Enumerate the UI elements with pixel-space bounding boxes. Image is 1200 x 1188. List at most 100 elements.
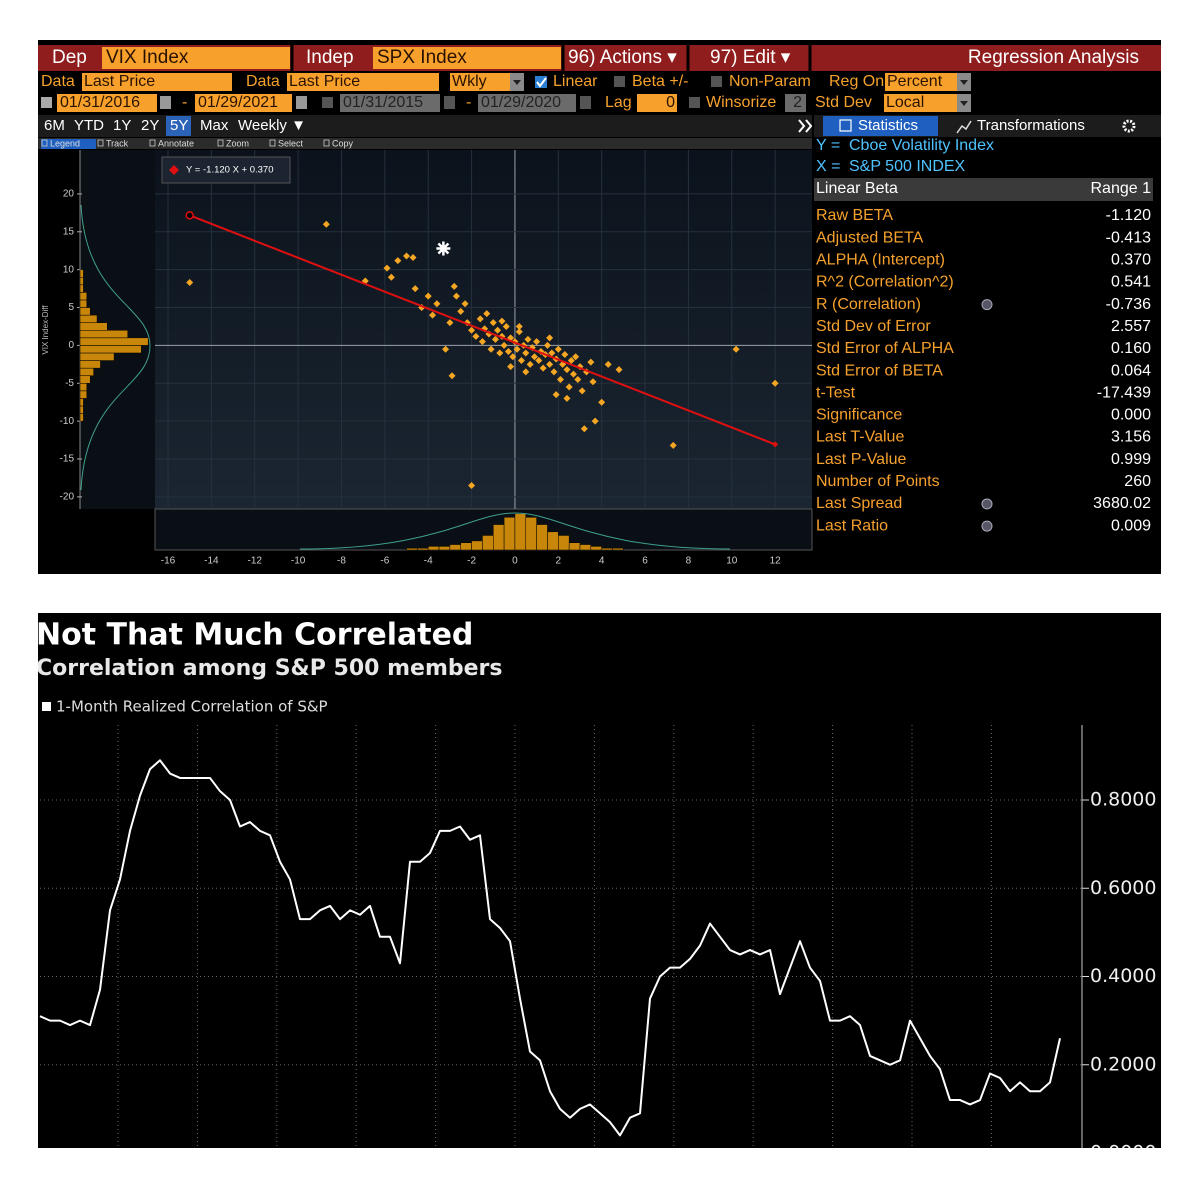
date-value: 01/29/2021 xyxy=(198,94,278,111)
checkbox[interactable] xyxy=(322,97,333,108)
chart-tool[interactable]: Zoom xyxy=(226,138,249,148)
function-title: Regression Analysis xyxy=(968,47,1139,68)
scatter-point xyxy=(322,220,330,228)
stat-value: 0.541 xyxy=(1111,274,1151,291)
field[interactable] xyxy=(785,94,806,112)
field-value: Local xyxy=(886,94,924,111)
x-tick-label: -16 xyxy=(161,556,176,567)
scatter-point xyxy=(450,282,458,290)
date-field[interactable] xyxy=(57,94,157,112)
checkbox[interactable] xyxy=(711,76,722,87)
x-histogram-bar xyxy=(612,547,624,551)
stat-icon[interactable] xyxy=(981,498,993,510)
scatter-point xyxy=(669,441,677,449)
scatter-point xyxy=(589,378,597,386)
edit-menu[interactable]: 97) Edit ▾ xyxy=(710,47,791,68)
scatter-point xyxy=(424,292,432,300)
tool-icon xyxy=(41,139,48,147)
x-tick-label: -2 xyxy=(467,556,476,567)
x-histogram-bar xyxy=(417,547,429,551)
range-button[interactable]: Max xyxy=(200,117,229,134)
range-button[interactable]: 2Y xyxy=(141,117,159,134)
scatter-point xyxy=(487,345,495,353)
x-histogram-bar xyxy=(482,535,494,551)
stat-label: Std Error of BETA xyxy=(816,362,943,379)
date-value: 01/31/2016 xyxy=(60,94,140,111)
field[interactable] xyxy=(450,73,510,91)
field[interactable] xyxy=(287,73,439,91)
y-tick-label: -5 xyxy=(65,378,74,389)
range-button[interactable]: Weekly ▼ xyxy=(238,117,306,134)
scatter-point xyxy=(567,357,575,365)
tab-label[interactable]: Statistics xyxy=(858,117,918,134)
stat-label: Std Dev of Error xyxy=(816,318,931,335)
calendar-icon[interactable] xyxy=(444,96,455,109)
scatter-point xyxy=(387,273,395,281)
tab-icon xyxy=(839,119,852,132)
stat-icon[interactable] xyxy=(981,520,993,532)
dropdown-arrow xyxy=(960,101,968,106)
scatter-point xyxy=(452,292,460,300)
y-tick-label: 0 xyxy=(68,340,74,351)
scatter-point xyxy=(526,360,534,368)
scatter-point xyxy=(513,345,521,353)
chart-tool[interactable]: Annotate xyxy=(158,138,194,148)
scatter-point xyxy=(411,285,419,293)
scatter-point xyxy=(569,370,577,378)
scatter-point xyxy=(578,387,586,395)
x-tick-label: -10 xyxy=(291,556,306,567)
indep-field[interactable] xyxy=(373,47,561,69)
date-field[interactable] xyxy=(195,94,292,112)
y-histogram-bar xyxy=(79,314,98,323)
checkbox[interactable] xyxy=(41,97,52,108)
calendar-icon[interactable] xyxy=(296,96,307,109)
stat-icon[interactable] xyxy=(981,299,993,311)
scatter-point xyxy=(572,353,580,361)
x-histogram-bar xyxy=(558,535,570,551)
scatter-point xyxy=(533,338,541,346)
checkbox[interactable] xyxy=(535,76,547,88)
tab-label[interactable]: Transformations xyxy=(977,117,1085,134)
field[interactable] xyxy=(885,73,957,91)
calendar-icon[interactable] xyxy=(160,96,171,109)
field[interactable] xyxy=(637,94,677,112)
expand-chevron[interactable] xyxy=(798,119,813,133)
y-tick-label: -10 xyxy=(60,416,75,427)
active-tab[interactable] xyxy=(823,116,938,136)
date-value: 01/29/2020 xyxy=(481,94,561,111)
legend-label: Y = -1.120 X + 0.370 xyxy=(186,165,274,176)
actions-menu[interactable]: 96) Actions ▾ xyxy=(568,47,677,68)
checkbox[interactable] xyxy=(614,76,625,87)
calendar-icon[interactable] xyxy=(580,96,591,109)
stat-label: Raw BETA xyxy=(816,207,893,224)
x-histogram-bar xyxy=(503,517,516,551)
scatter-point xyxy=(468,326,476,334)
scatter-point xyxy=(442,345,450,353)
x-tick-label: 4 xyxy=(599,556,605,567)
correlation-panel: Not That Much Correlated Correlation amon… xyxy=(38,613,1161,1148)
chart-tool[interactable]: Copy xyxy=(332,138,354,148)
tool-icon xyxy=(97,139,104,147)
range-button[interactable]: 5Y xyxy=(170,117,188,134)
chart-tool[interactable]: Track xyxy=(106,138,129,148)
chart-tool[interactable]: Select xyxy=(278,138,304,148)
range-button[interactable]: 1Y xyxy=(113,117,131,134)
range-button[interactable]: 6M xyxy=(44,117,65,134)
x-histogram-bar xyxy=(471,540,483,551)
range-button[interactable]: YTD xyxy=(74,117,104,134)
scatter-point xyxy=(409,254,417,262)
curves xyxy=(80,204,731,550)
field[interactable] xyxy=(82,73,232,91)
y-definition: Cboe Volatility Index xyxy=(849,137,994,154)
settings-icon[interactable] xyxy=(1122,119,1136,133)
scatter-point xyxy=(496,349,504,357)
x-histogram-bar xyxy=(547,531,559,551)
date-field[interactable] xyxy=(478,94,576,112)
dep-field[interactable] xyxy=(102,47,290,69)
date-field[interactable] xyxy=(340,94,440,112)
checkbox[interactable] xyxy=(689,97,700,108)
scatter-point xyxy=(556,375,564,383)
x-histogram-bar xyxy=(525,517,537,551)
field[interactable] xyxy=(884,94,957,112)
chart-tool[interactable]: Legend xyxy=(50,138,80,148)
